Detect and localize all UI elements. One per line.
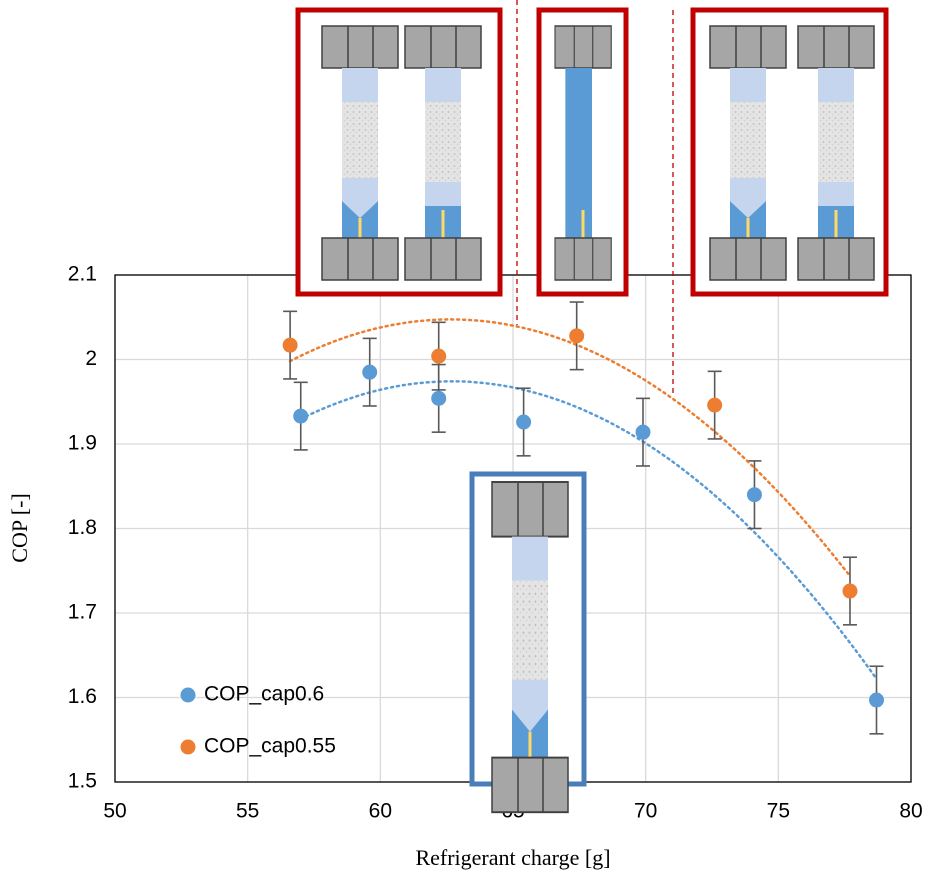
x-tick-label: 60 [369, 800, 392, 823]
legend-marker [180, 739, 196, 755]
data-point [746, 487, 762, 503]
x-tick-label: 55 [236, 800, 259, 823]
y-tick-label: 1.5 [68, 770, 97, 793]
y-tick-label: 2.1 [68, 263, 97, 286]
data-point [282, 337, 298, 353]
y-tick-label: 1.8 [68, 516, 97, 539]
y-axis-title: COP [-] [7, 493, 32, 562]
data-point [635, 424, 651, 440]
trend-line [299, 380, 878, 681]
x-tick-label: 80 [899, 800, 922, 823]
data-point [869, 692, 885, 708]
trend-line [288, 318, 852, 578]
y-tick-label: 1.9 [68, 432, 97, 455]
x-axis-title: Refrigerant charge [g] [415, 845, 610, 870]
plot-area: 1.51.61.71.81.922.150556065707580 [68, 263, 923, 823]
data-point [516, 414, 532, 430]
legend-marker [180, 687, 196, 703]
data-point [569, 328, 585, 344]
y-tick-label: 2 [85, 347, 97, 370]
y-tick-label: 1.7 [68, 601, 97, 624]
data-point [362, 364, 378, 380]
x-tick-label: 75 [767, 800, 790, 823]
x-tick-label: 50 [103, 800, 126, 823]
legend-label: COP_cap0.6 [204, 683, 324, 706]
data-point [431, 390, 447, 406]
data-point [293, 408, 309, 424]
data-point [707, 397, 723, 413]
data-point [842, 583, 858, 599]
illustrations [295, 0, 889, 812]
y-tick-label: 1.6 [68, 685, 97, 708]
data-point [431, 348, 447, 364]
x-tick-label: 70 [634, 800, 657, 823]
legend-label: COP_cap0.55 [204, 735, 336, 758]
